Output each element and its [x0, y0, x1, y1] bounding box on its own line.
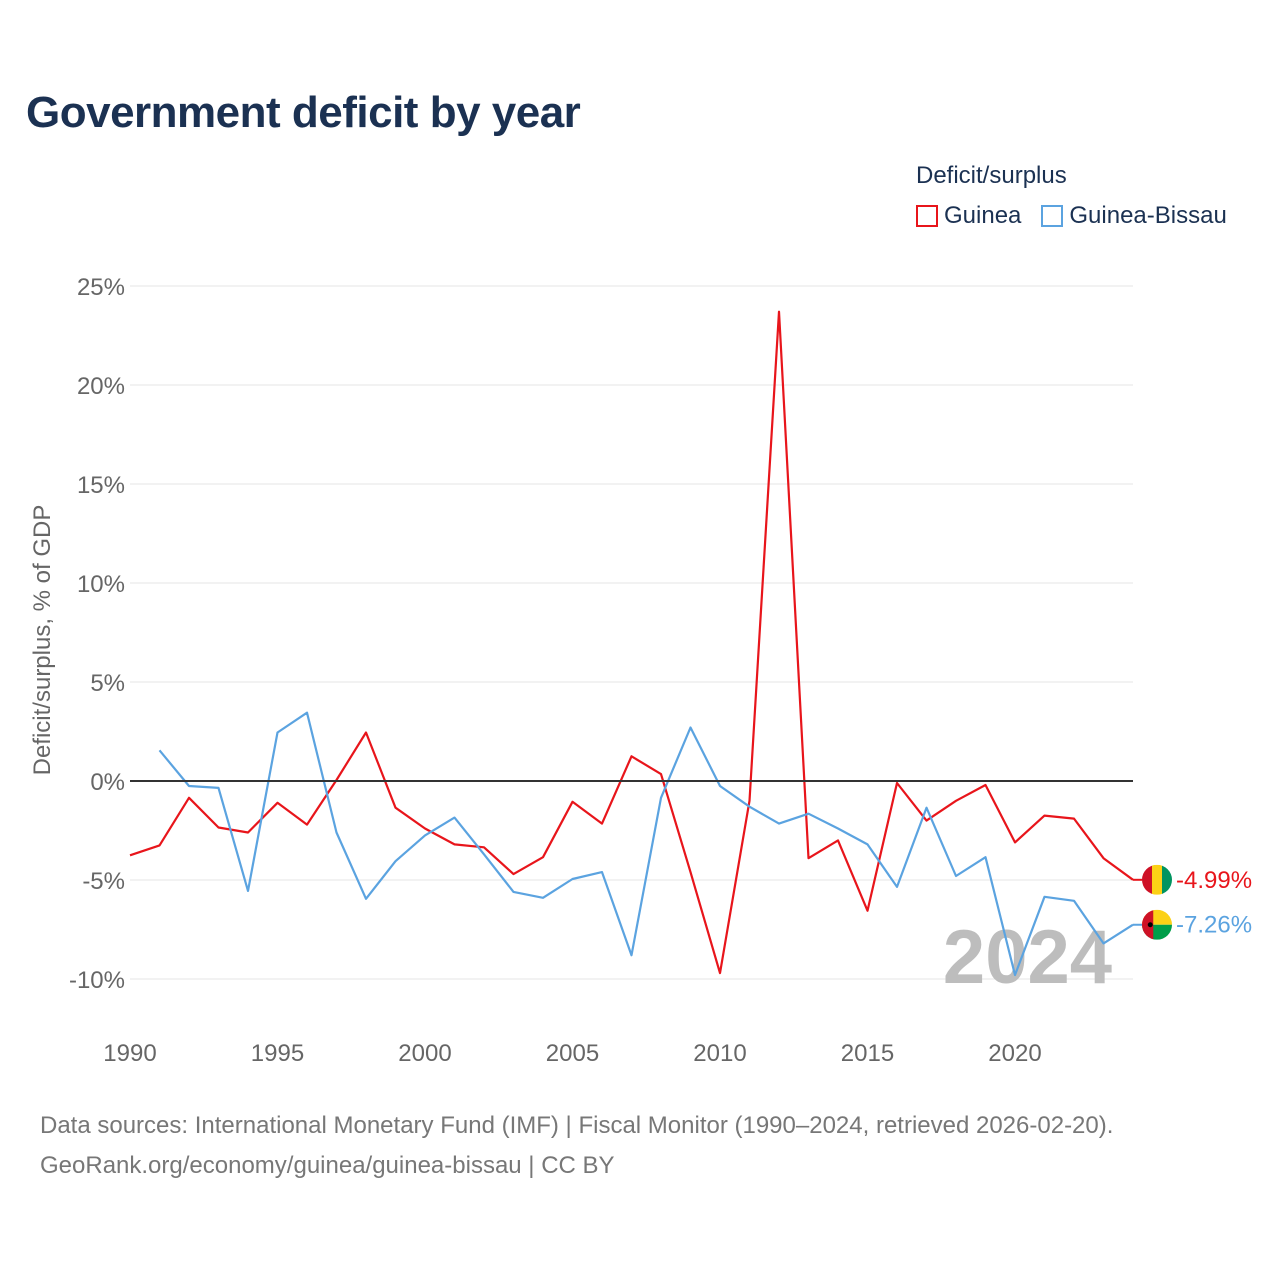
- end-value-label: -7.26%: [1176, 912, 1252, 939]
- source-line-1: Data sources: International Monetary Fun…: [40, 1112, 1114, 1139]
- year-watermark: 2024: [943, 915, 1112, 1000]
- end-flag-guinea: [1133, 864, 1172, 895]
- legend-swatch-guinea-bissau: [1041, 205, 1064, 227]
- y-tick-label: -10%: [69, 967, 125, 994]
- x-tick-label: 2010: [693, 1040, 746, 1067]
- x-tick-label: 2005: [546, 1040, 599, 1067]
- y-axis-ticks: 25% 20% 15% 10% 5% 0% -5% -10%: [69, 274, 125, 994]
- end-value-label: -4.99%: [1176, 867, 1252, 894]
- series-line-guinea-bissau: [158, 711, 1134, 977]
- legend: Deficit/surplus Guinea Guinea-Bissau: [916, 162, 1227, 230]
- legend-label-guinea: Guinea: [944, 202, 1022, 229]
- legend-item-guinea[interactable]: Guinea: [916, 202, 1021, 230]
- x-tick-label: 1990: [103, 1040, 156, 1067]
- end-markers: -4.99% -7.26%: [1133, 864, 1252, 940]
- x-tick-label: 1995: [251, 1040, 304, 1067]
- legend-label-guinea-bissau: Guinea-Bissau: [1069, 202, 1227, 229]
- series-line-guinea: [129, 310, 1134, 975]
- series-lines: [129, 310, 1134, 977]
- x-tick-label: 2000: [398, 1040, 451, 1067]
- source-note: Data sources: International Monetary Fun…: [40, 1106, 1113, 1186]
- y-tick-label: 25%: [77, 274, 125, 301]
- y-tick-label: -5%: [82, 868, 125, 895]
- chart-title: Government deficit by year: [26, 88, 581, 137]
- y-axis-label: Deficit/surplus, % of GDP: [29, 505, 56, 776]
- y-tick-label: 15%: [77, 472, 125, 499]
- legend-item-guinea-bissau[interactable]: Guinea-Bissau: [1041, 202, 1227, 230]
- gridlines: [130, 285, 1133, 980]
- y-tick-label: 5%: [90, 670, 125, 697]
- x-axis-ticks: 1990 1995 2000 2005 2010 2015 2020: [103, 1040, 1041, 1067]
- y-tick-label: 20%: [77, 373, 125, 400]
- y-tick-label: 10%: [77, 571, 125, 598]
- x-tick-label: 2015: [841, 1040, 894, 1067]
- legend-title: Deficit/surplus: [916, 162, 1067, 189]
- x-tick-label: 2020: [988, 1040, 1041, 1067]
- source-line-2: GeoRank.org/economy/guinea/guinea-bissau…: [40, 1152, 615, 1179]
- end-flag-guinea-bissau: [1133, 909, 1172, 940]
- legend-swatch-guinea: [916, 205, 938, 227]
- y-tick-label: 0%: [90, 769, 125, 796]
